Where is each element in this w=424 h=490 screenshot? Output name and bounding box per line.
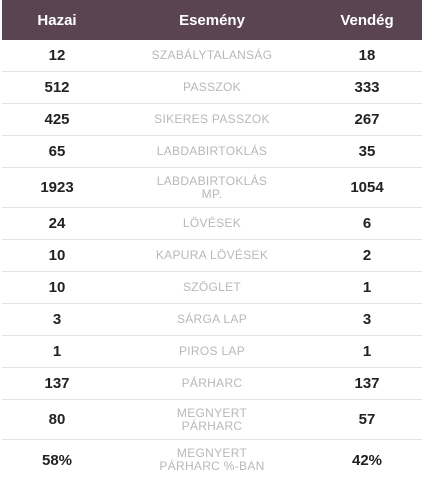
event-label: MEGNYERT PÁRHARC %-BAN — [159, 446, 265, 473]
away-value: 35 — [358, 143, 376, 160]
home-value: 65 — [48, 143, 66, 160]
table-row: 137 PÁRHARC 137 — [2, 368, 422, 400]
event-label: PÁRHARC — [181, 376, 243, 390]
event-label: SÁRGA LAP — [176, 312, 248, 326]
table-row: 10 KAPURA LÖVÉSEK 2 — [2, 240, 422, 272]
table-row: 80 MEGNYERT PÁRHARC 57 — [2, 400, 422, 440]
away-value: 1 — [362, 343, 372, 360]
table-row: 425 SIKERES PASSZOK 267 — [2, 104, 422, 136]
header-away: Vendég — [340, 11, 394, 29]
home-value: 425 — [44, 111, 70, 128]
away-value: 137 — [354, 375, 380, 392]
event-label: SZABÁLYTALANSÁG — [151, 48, 273, 62]
away-value: 2 — [362, 247, 372, 264]
table-row: 512 PASSZOK 333 — [2, 72, 422, 104]
table-row: 24 LÖVÉSEK 6 — [2, 208, 422, 240]
away-value: 57 — [358, 411, 376, 428]
home-value: 1923 — [40, 179, 74, 196]
away-value: 42% — [351, 451, 383, 469]
event-label: SZÖGLET — [182, 280, 242, 294]
event-label: LABDABIRTOKLÁS — [156, 144, 268, 158]
away-value: 1054 — [350, 179, 384, 196]
event-label: LABDABIRTOKLÁS MP. — [156, 173, 268, 201]
table-header: Hazai Esemény Vendég — [2, 0, 422, 40]
home-value: 80 — [48, 411, 66, 428]
event-label: KAPURA LÖVÉSEK — [155, 248, 269, 262]
table-row: 3 SÁRGA LAP 3 — [2, 304, 422, 336]
table-row: 65 LABDABIRTOKLÁS 35 — [2, 136, 422, 168]
match-stats-table: Hazai Esemény Vendég 12 SZABÁLYTALANSÁG … — [2, 0, 422, 480]
table-row: 1 PIROS LAP 1 — [2, 336, 422, 368]
event-label: PASSZOK — [183, 80, 241, 94]
header-home: Hazai — [37, 11, 77, 29]
home-value: 1 — [52, 343, 62, 360]
event-label: MEGNYERT PÁRHARC — [176, 405, 248, 433]
away-value: 333 — [354, 79, 380, 96]
table-row: 10 SZÖGLET 1 — [2, 272, 422, 304]
event-label: LÖVÉSEK — [182, 216, 242, 230]
away-value: 3 — [362, 311, 372, 328]
home-value: 12 — [48, 47, 66, 64]
table-row: 58% MEGNYERT PÁRHARC %-BAN 42% — [2, 440, 422, 480]
table-row: 12 SZABÁLYTALANSÁG 18 — [2, 40, 422, 72]
away-value: 267 — [354, 111, 380, 128]
event-label: SIKERES PASSZOK — [154, 112, 270, 126]
home-value: 3 — [52, 311, 62, 328]
away-value: 1 — [362, 279, 372, 296]
away-value: 18 — [358, 47, 376, 64]
header-event: Esemény — [179, 11, 245, 29]
home-value: 512 — [44, 79, 70, 96]
event-label: PIROS LAP — [178, 344, 246, 358]
away-value: 6 — [362, 215, 372, 232]
home-value: 10 — [48, 279, 66, 296]
home-value: 137 — [44, 375, 70, 392]
home-value: 58% — [41, 451, 73, 469]
table-row: 1923 LABDABIRTOKLÁS MP. 1054 — [2, 168, 422, 208]
home-value: 24 — [48, 215, 66, 232]
home-value: 10 — [48, 247, 66, 264]
